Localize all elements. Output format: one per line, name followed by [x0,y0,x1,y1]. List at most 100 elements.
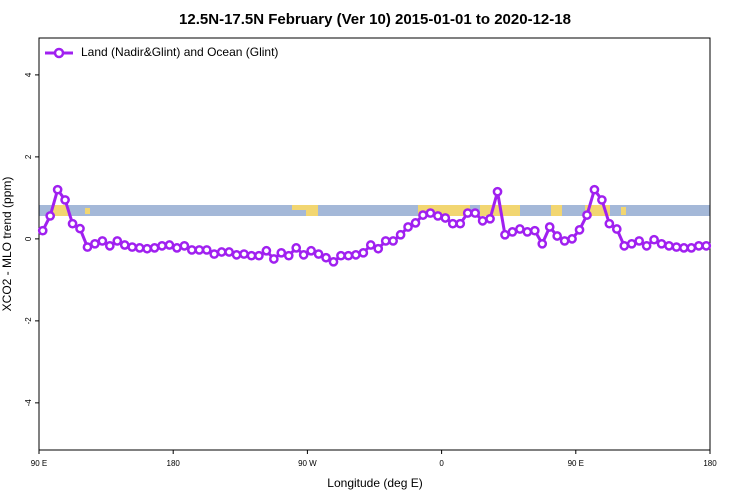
point [455,218,466,229]
point [425,208,436,218]
x-tick-label: 0 [439,459,444,468]
y-tick-label: 2 [24,154,33,159]
point [582,210,592,220]
x-tick-label: 90 W [298,459,317,468]
point [477,215,488,226]
y-tick-label: -2 [24,317,33,325]
point [52,184,63,195]
point [656,238,667,249]
point [604,218,615,229]
point [686,243,697,253]
point [515,224,525,234]
point [388,236,398,246]
point [529,225,540,236]
point [194,245,205,255]
point [254,250,264,261]
point [641,240,652,251]
point [306,245,316,256]
point [82,242,93,252]
point [60,195,70,205]
point [574,225,585,235]
point [351,250,361,260]
point [522,227,533,237]
ocean-band [39,205,710,216]
point [671,242,682,252]
x-tick-label: 180 [703,459,717,468]
point [201,245,212,255]
point [589,184,600,195]
point [492,186,503,197]
point [462,208,473,218]
x-axis-label: Longitude (deg E) [327,476,422,490]
point [634,236,645,246]
legend-label: Land (Nadir&Glint) and Ocean (Glint) [81,45,278,59]
point [313,249,324,259]
point [149,243,160,253]
point [410,218,421,228]
point [380,236,391,246]
point [619,240,630,251]
point [567,234,577,244]
point [664,240,674,251]
point [365,240,376,250]
point [544,222,555,232]
map-band [39,205,710,216]
point [67,218,78,229]
point [626,238,637,249]
point [343,250,354,261]
point [358,247,369,258]
point [447,218,458,229]
point [433,211,443,221]
point [90,238,100,249]
point [328,256,339,267]
point [45,211,56,221]
point [507,227,518,237]
point [418,210,428,220]
point [224,247,234,257]
point [157,240,167,251]
chart-title: 12.5N-17.5N February (Ver 10) 2015-01-01… [179,11,571,28]
point [276,247,287,258]
point [649,234,659,245]
point [261,245,272,256]
y-tick-label: -4 [24,399,33,407]
point [552,231,563,241]
point [440,213,451,223]
x-tick-label: 180 [167,459,181,468]
point [693,240,704,251]
point [269,254,279,264]
legend-marker [53,47,65,59]
y-tick-label: 4 [24,72,33,77]
x-tick-label: 90 E [568,459,584,468]
point [679,243,689,253]
point [336,250,346,261]
point [112,236,123,246]
point [134,243,145,253]
point [485,213,495,224]
point [283,250,294,261]
point [611,224,622,234]
point [321,252,331,263]
point [500,229,510,240]
point [597,195,607,205]
point [142,243,152,254]
point [246,250,257,261]
point [37,225,48,236]
point [127,242,138,252]
point [701,240,712,251]
point [231,250,242,260]
point [559,236,570,246]
point [537,238,548,249]
point [403,222,413,232]
point [395,229,406,240]
point [298,250,309,260]
point [164,240,175,250]
point [291,243,302,253]
point [470,208,480,218]
point [209,249,220,259]
point [75,223,85,234]
point [373,243,384,254]
point [216,247,227,257]
point [172,243,182,253]
